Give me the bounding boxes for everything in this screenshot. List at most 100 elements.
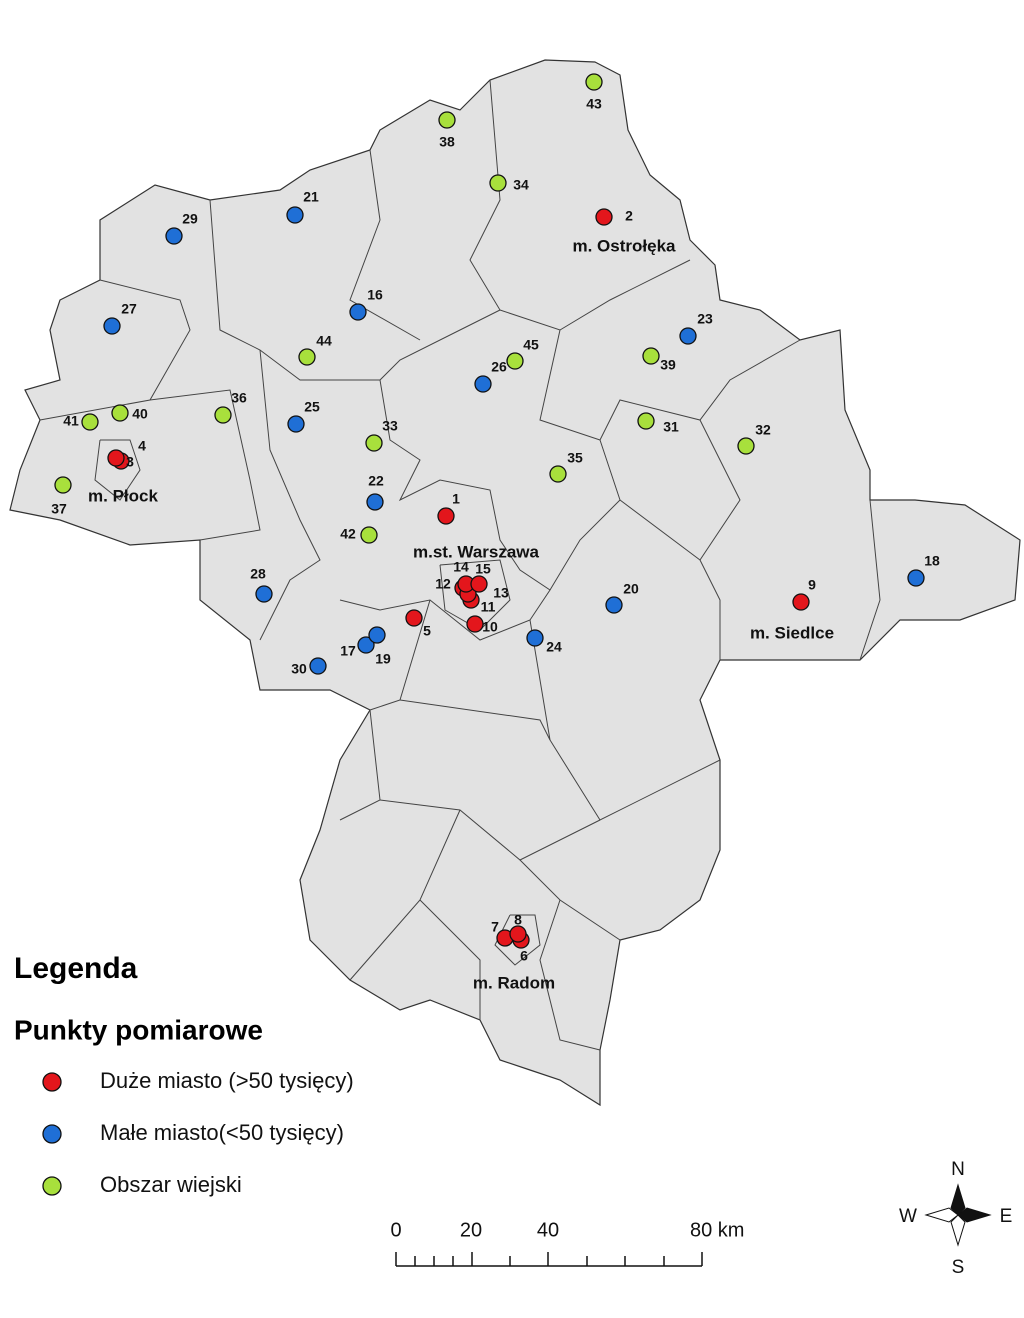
- point-label: 11: [481, 599, 496, 615]
- measurement-point: [103, 317, 121, 335]
- measurement-point: [509, 925, 527, 943]
- measurement-point: [214, 406, 232, 424]
- point-label: 16: [367, 287, 383, 303]
- point-label: 8: [514, 912, 522, 928]
- measurement-point: [437, 507, 455, 525]
- point-label: 38: [439, 134, 455, 150]
- point-label: 21: [303, 189, 319, 205]
- measurement-point: [506, 352, 524, 370]
- point-label: 10: [482, 619, 498, 635]
- measurement-point: [107, 449, 125, 467]
- point-label: 26: [491, 359, 507, 375]
- point-label: 22: [368, 473, 384, 489]
- point-label: 35: [567, 450, 583, 466]
- measurement-point: [365, 434, 383, 452]
- point-label: 33: [382, 418, 398, 434]
- measurement-point: [54, 476, 72, 494]
- measurement-point: [309, 657, 327, 675]
- point-label: 28: [250, 566, 266, 582]
- legend-title: Legenda: [14, 952, 138, 985]
- point-label: 1: [452, 491, 460, 507]
- region-outline: [9, 59, 1021, 1107]
- measurement-point: [349, 303, 367, 321]
- point-label: 17: [340, 643, 356, 659]
- point-label: 19: [375, 651, 391, 667]
- measurement-point: [526, 629, 544, 647]
- city-label: m.st. Warszawa: [413, 542, 540, 561]
- measurement-point: [466, 615, 484, 633]
- point-label: 9: [808, 577, 816, 593]
- scale-bar: [395, 1252, 703, 1267]
- point-label: 25: [304, 399, 320, 415]
- legend-label: Małe miasto(<50 tysięcy): [100, 1120, 344, 1145]
- point-label: 23: [697, 311, 713, 327]
- city-labels: m. Ostrołęka m. Płock m.st. Warszawa m. Sie…: [88, 236, 834, 992]
- legend-marker: [42, 1176, 62, 1196]
- measurement-point: [642, 347, 660, 365]
- point-label: 27: [121, 301, 137, 317]
- point-label: 7: [491, 919, 499, 935]
- point-label: 43: [586, 96, 602, 112]
- point-label: 15: [475, 561, 491, 577]
- point-label: 6: [520, 948, 528, 964]
- measurement-point: [595, 208, 613, 226]
- compass-letter: W: [899, 1206, 917, 1227]
- measurement-point: [360, 526, 378, 544]
- measurement-point: [357, 636, 375, 654]
- measurement-point: [792, 593, 810, 611]
- legend-marker: [42, 1124, 62, 1144]
- measurement-point: [255, 585, 273, 603]
- city-label: m. Radom: [473, 973, 555, 992]
- scale-label: 40: [537, 1219, 559, 1241]
- point-label: 12: [435, 576, 451, 592]
- measurement-point: [470, 575, 488, 593]
- point-label: 29: [182, 211, 198, 227]
- measurement-point: [605, 596, 623, 614]
- point-label: 18: [924, 553, 940, 569]
- measurement-point: [438, 111, 456, 129]
- measurement-point: [81, 413, 99, 431]
- point-label: 13: [493, 585, 509, 601]
- measurement-point: [737, 437, 755, 455]
- point-label: 24: [546, 639, 562, 655]
- city-label: m. Ostrołęka: [573, 236, 677, 255]
- measurement-point: [286, 206, 304, 224]
- city-label: m. Siedlce: [750, 623, 834, 642]
- measurement-point: [679, 327, 697, 345]
- point-label: 41: [63, 413, 79, 429]
- measurement-point: [368, 626, 386, 644]
- legend-subtitle: Punkty pomiarowe: [14, 1014, 263, 1045]
- scale-label: 80 km: [690, 1219, 744, 1241]
- compass-letter: E: [1000, 1206, 1013, 1227]
- point-label: 5: [423, 623, 431, 639]
- measurement-point: [366, 493, 384, 511]
- point-label: 2: [625, 208, 633, 224]
- measurement-point: [298, 348, 316, 366]
- point-label: 40: [132, 406, 148, 422]
- measurement-point: [405, 609, 423, 627]
- scale-label: 20: [460, 1219, 482, 1241]
- legend-marker: [42, 1072, 62, 1092]
- point-label: 44: [316, 333, 332, 349]
- compass-letter: S: [952, 1257, 965, 1278]
- scale-label: 0: [390, 1219, 401, 1241]
- point-label: 31: [663, 419, 679, 435]
- point-label: 32: [755, 422, 771, 438]
- measurement-point: [111, 404, 129, 422]
- point-label: 45: [523, 337, 539, 353]
- measurement-point: [287, 415, 305, 433]
- point-label: 30: [291, 661, 307, 677]
- legend-label: Obszar wiejski: [100, 1172, 242, 1197]
- measurement-point: [907, 569, 925, 587]
- point-label: 37: [51, 501, 67, 517]
- city-label: m. Płock: [88, 486, 158, 505]
- point-label: 39: [660, 357, 676, 373]
- legend: Duże miasto (>50 tysięcy) Małe miasto(<50…: [42, 1068, 354, 1197]
- measurement-point: [474, 375, 492, 393]
- measurement-point: [165, 227, 183, 245]
- legend-label: Duże miasto (>50 tysięcy): [100, 1068, 354, 1093]
- point-label: 4: [138, 438, 146, 454]
- point-label: 34: [513, 177, 529, 193]
